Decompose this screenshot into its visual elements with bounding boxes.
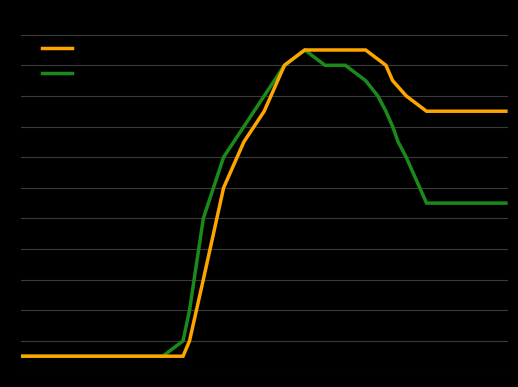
- Legend: , : ,: [37, 37, 76, 84]
